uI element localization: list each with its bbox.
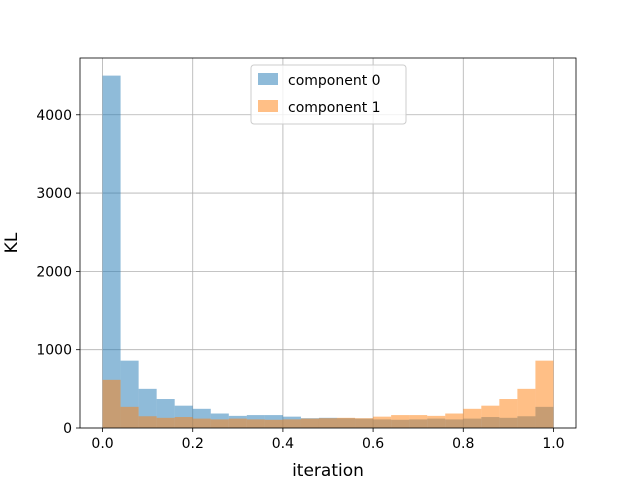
- x-tick-label: 0.8: [452, 436, 474, 452]
- histogram-bar: [355, 418, 374, 428]
- histogram-bar: [499, 399, 518, 428]
- plot-frame: [79, 57, 577, 429]
- histogram-bar: [535, 360, 554, 428]
- y-tick-label: 2000: [36, 264, 72, 280]
- histogram-bar: [373, 416, 392, 428]
- x-tick-label: 0.0: [91, 436, 113, 452]
- histogram-bar: [102, 379, 121, 428]
- histogram-bar: [445, 413, 464, 428]
- histogram-bar: [337, 417, 356, 428]
- histogram-bar: [517, 388, 536, 428]
- histogram-bar: [174, 417, 193, 428]
- histogram-bars: [102, 75, 554, 428]
- x-axis-label: iteration: [292, 461, 364, 480]
- legend: component 0 component 1: [250, 64, 407, 125]
- x-tick-label: 0.2: [182, 436, 204, 452]
- series-1-bars: [102, 360, 554, 428]
- legend-label: component 0: [288, 73, 381, 89]
- legend-swatch: [258, 73, 278, 85]
- x-tick-label: 1.0: [542, 436, 564, 452]
- histogram-bar: [463, 408, 482, 428]
- histogram-bar: [156, 417, 175, 428]
- histogram-bar: [102, 75, 121, 428]
- histogram-bar: [427, 415, 446, 428]
- histogram-bar: [138, 416, 157, 428]
- x-tick-label: 0.4: [272, 436, 294, 452]
- histogram-bar: [391, 415, 410, 428]
- legend-box: [250, 64, 407, 125]
- histogram-bar: [282, 419, 301, 428]
- histogram-bar: [300, 418, 319, 428]
- legend-label: component 1: [288, 100, 381, 116]
- histogram-bar: [120, 406, 139, 428]
- x-tick-label: 0.6: [362, 436, 384, 452]
- histogram-bar: [481, 405, 500, 428]
- histogram-bar: [228, 418, 247, 428]
- histogram-bar: [264, 419, 283, 428]
- legend-swatch: [258, 100, 278, 112]
- y-axis-ticks: 0 1000 2000 3000 4000: [36, 108, 80, 437]
- y-axis-label: KL: [2, 232, 22, 253]
- histogram-bar: [210, 419, 229, 428]
- histogram-bar: [318, 418, 338, 428]
- histogram-bar: [246, 419, 265, 428]
- y-tick-label: 1000: [36, 343, 72, 359]
- y-tick-label: 0: [63, 421, 72, 437]
- histogram-bar: [192, 418, 211, 428]
- y-tick-label: 3000: [36, 186, 72, 202]
- y-tick-label: 4000: [36, 108, 72, 124]
- x-axis-ticks: 0.0 0.2 0.4 0.6 0.8 1.0: [91, 428, 565, 452]
- histogram-bar: [409, 415, 428, 428]
